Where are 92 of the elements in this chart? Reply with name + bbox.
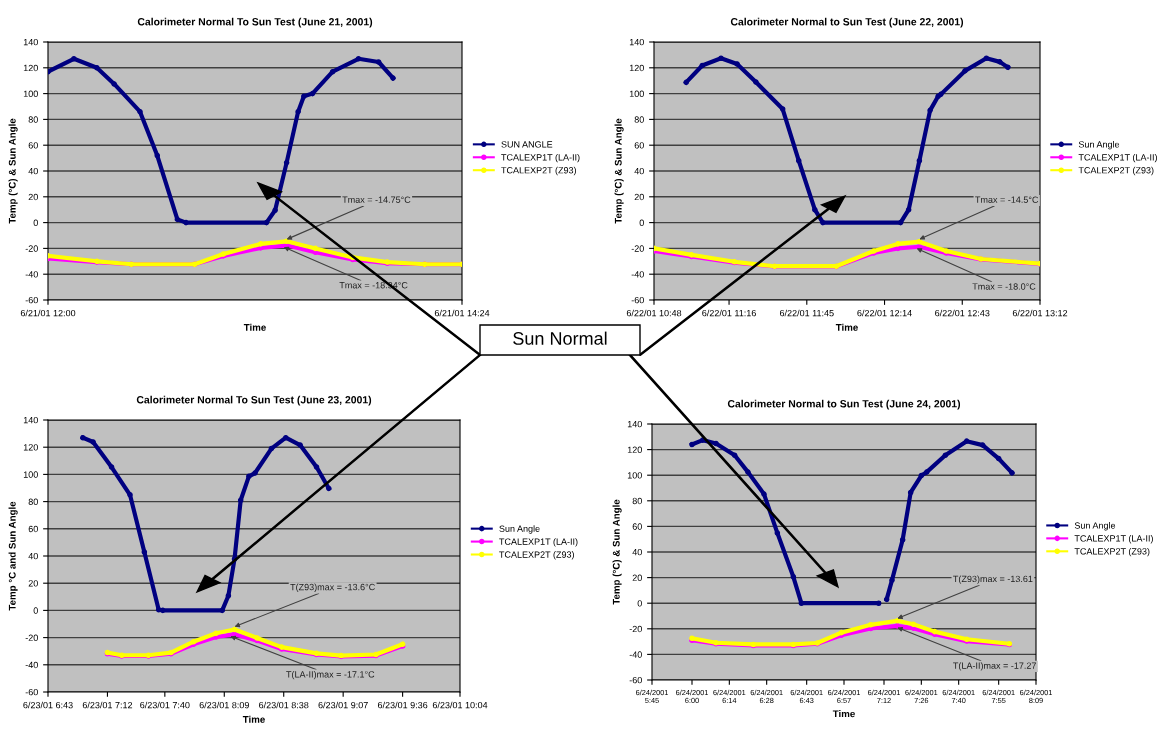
legend-label: TCALEXP1T (LA-II) — [501, 153, 580, 163]
x-tick-label: 6/23/01 8:38 — [259, 701, 309, 709]
annotation: Tmax = -18.0°C — [972, 283, 1036, 290]
y-tick-label: 140 — [629, 38, 644, 46]
y-tick-label: 120 — [627, 446, 642, 453]
x-tick-label: 6/23/01 7:12 — [82, 701, 133, 709]
y-tick-label: -40 — [25, 271, 38, 278]
y-tick-label: 40 — [28, 552, 38, 560]
annotation: T(Z93)max = -13.6°C — [290, 583, 375, 593]
x-tick-label: 6/22/01 10:48 — [626, 309, 682, 317]
y-tick-label: 80 — [632, 497, 642, 505]
x-tick-label: 6/22/01 11:45 — [779, 309, 834, 317]
y-tick-label: -40 — [631, 271, 644, 278]
chart-title: Calorimeter Normal to Sun Test (June 24, 2001) — [727, 399, 961, 410]
y-tick-label: -20 — [631, 245, 644, 252]
y-tick-label: 60 — [28, 525, 38, 533]
x-tick-label: 6/22/01 12:14 — [857, 309, 912, 317]
x-axis-title: Time — [835, 323, 858, 331]
y-tick-label: 60 — [28, 142, 38, 149]
legend-label: Sun Angle — [1074, 522, 1116, 531]
chart-title: Calorimeter Normal To Sun Test (June 21, 2001) — [137, 17, 373, 28]
y-tick-label: 120 — [629, 64, 644, 72]
y-tick-label: 140 — [23, 416, 38, 424]
y-tick-label: -20 — [629, 625, 642, 633]
annotation: T(Z93)max = -13.61 — [953, 575, 1033, 584]
annotation: T(LA-II)max = -17.27 — [953, 662, 1036, 671]
y-tick-label: -40 — [629, 651, 642, 658]
x-tick-label: 6/23/01 6:43 — [23, 701, 73, 709]
text: Sun Normal — [513, 331, 607, 345]
x-tick-label: 6/23/01 7:40 — [140, 701, 190, 709]
annotation: Tmax = -14.75°C — [342, 196, 411, 203]
y-axis-title: Temp °C and Sun Angle — [8, 501, 18, 611]
y-tick-label: 80 — [28, 116, 38, 123]
annotation: T(LA-II)max = -17.1°C — [286, 670, 375, 680]
chart-title: Calorimeter Normal to Sun Test (June 22, 2001) — [730, 17, 964, 28]
x-tick-label: 6/22/01 11:16 — [702, 309, 756, 317]
y-tick-label: 40 — [634, 167, 644, 175]
y-axis-title: Temp (°C) & Sun Angle — [612, 499, 622, 605]
y-tick-label: 20 — [28, 193, 38, 201]
y-tick-label: -60 — [25, 296, 38, 304]
y-tick-label: 20 — [28, 580, 38, 587]
y-tick-label: -20 — [25, 634, 38, 641]
legend-label: TCALEXP1T (LA-II) — [1078, 153, 1157, 163]
y-tick-label: 60 — [634, 142, 644, 149]
y-tick-label: 100 — [23, 471, 38, 478]
x-tick-label: 6/23/01 9:07 — [318, 701, 368, 709]
y-tick-label: 100 — [627, 472, 642, 479]
y-tick-label: 100 — [629, 90, 644, 97]
chart-title: Calorimeter Normal To Sun Test (June 23, 2001) — [136, 395, 372, 406]
legend-label: TCALEXP2T (Z93) — [499, 551, 574, 560]
legend-label: TCALEXP2T (Z93) — [1074, 547, 1150, 557]
y-tick-label: 0 — [637, 600, 642, 607]
legend-label: Sun Angle — [499, 525, 540, 534]
y-tick-label: 140 — [23, 38, 38, 46]
y-axis-title: Temp (°C) & Sun Angle — [614, 118, 624, 224]
y-tick-label: 100 — [23, 90, 38, 97]
y-tick-label: 80 — [634, 116, 644, 123]
y-tick-label: 0 — [33, 219, 38, 226]
y-tick-label: 20 — [632, 574, 642, 581]
x-tick-label: 6/22/01 12:43 — [935, 309, 990, 317]
annotation: Tmax = -14.5°C — [975, 196, 1039, 203]
legend-label: TCALEXP2T (Z93) — [1078, 166, 1154, 176]
x-axis-title: Time — [832, 710, 855, 718]
y-tick-label: -60 — [629, 676, 642, 684]
y-tick-label: 140 — [627, 420, 642, 428]
x-tick-label: 6/21/01 14:24 — [434, 309, 490, 317]
y-tick-label: 0 — [639, 219, 644, 226]
y-tick-label: 120 — [23, 444, 38, 451]
x-tick-label: 6/21/01 12:00 — [20, 309, 76, 317]
y-tick-label: 40 — [632, 548, 642, 556]
x-tick-label: 6/23/01 9:36 — [377, 701, 428, 709]
y-tick-label: 0 — [33, 607, 38, 614]
y-tick-label: 120 — [23, 64, 38, 72]
legend-label: Sun Angle — [1078, 140, 1120, 150]
y-axis-title: Temp (°C) & Sun Angle — [8, 118, 18, 224]
x-tick-label: 6/23/01 8:09 — [199, 701, 249, 709]
y-tick-label: 40 — [28, 167, 38, 175]
y-tick-label: -40 — [25, 661, 38, 669]
y-tick-label: -20 — [25, 245, 38, 252]
x-axis-title: Time — [243, 323, 266, 331]
y-tick-label: 80 — [28, 498, 38, 505]
legend-label: TCALEXP1T (LA-II) — [499, 538, 578, 547]
x-tick-label: 6/22/01 13:12 — [1012, 309, 1068, 317]
legend-label: TCALEXP2T (Z93) — [501, 166, 577, 176]
y-tick-label: 20 — [634, 193, 644, 201]
y-tick-label: -60 — [25, 688, 38, 696]
legend-label: TCALEXP1T (LA-II) — [1074, 534, 1153, 544]
x-tick-label: 6/23/01 10:04 — [432, 701, 488, 709]
x-axis-title: Time — [242, 715, 265, 723]
y-tick-label: -60 — [631, 296, 644, 304]
legend-label: SUN ANGLE — [501, 141, 553, 148]
y-tick-label: 60 — [632, 523, 642, 530]
